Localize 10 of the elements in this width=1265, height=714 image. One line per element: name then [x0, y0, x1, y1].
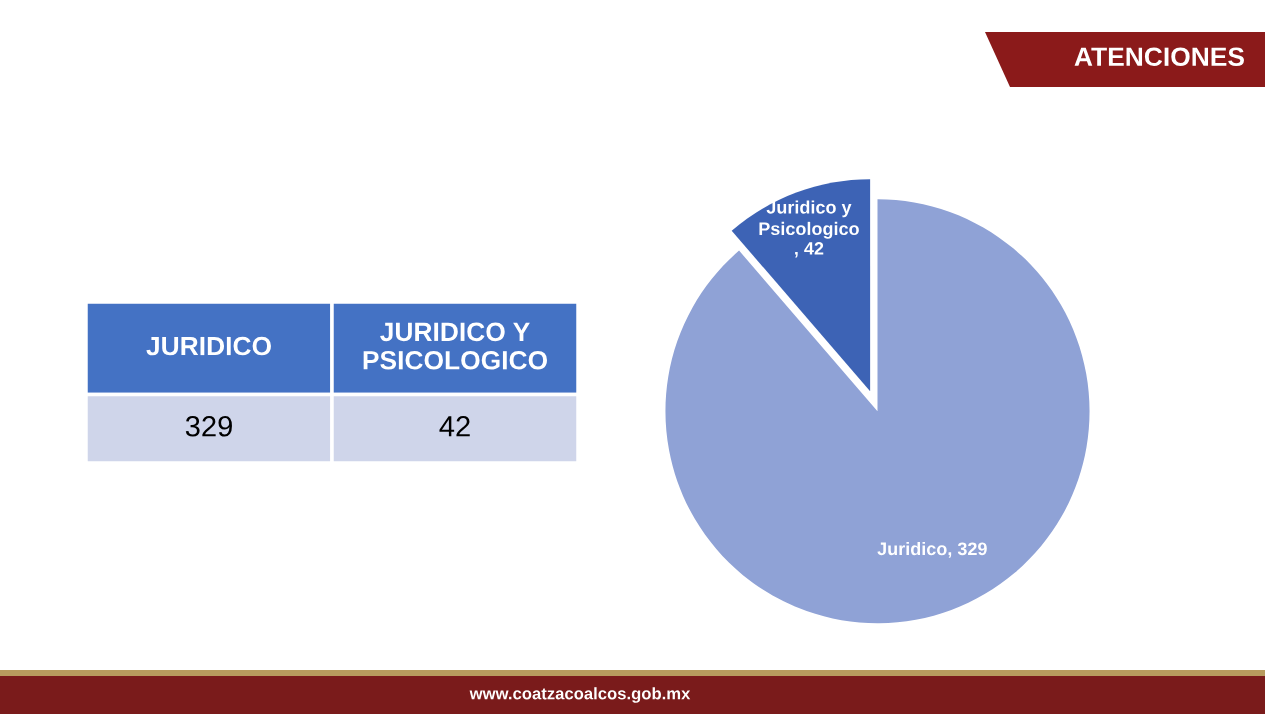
text: ATENCIONES: [1074, 47, 1244, 67]
text: 42: [439, 415, 470, 437]
text: JURIDICO: [146, 336, 271, 356]
text: 329: [185, 415, 232, 437]
text: www.coatzacoalcos.gob.mx: [469, 687, 691, 703]
data-label: , 42: [795, 241, 824, 258]
data-label: , 329: [948, 542, 987, 558]
text: JURIDICO Y PSICOLOGICO: [363, 322, 547, 370]
slice-label: Juridico: [877, 541, 947, 556]
slice-label: Juridico y Psicologico: [759, 200, 859, 239]
